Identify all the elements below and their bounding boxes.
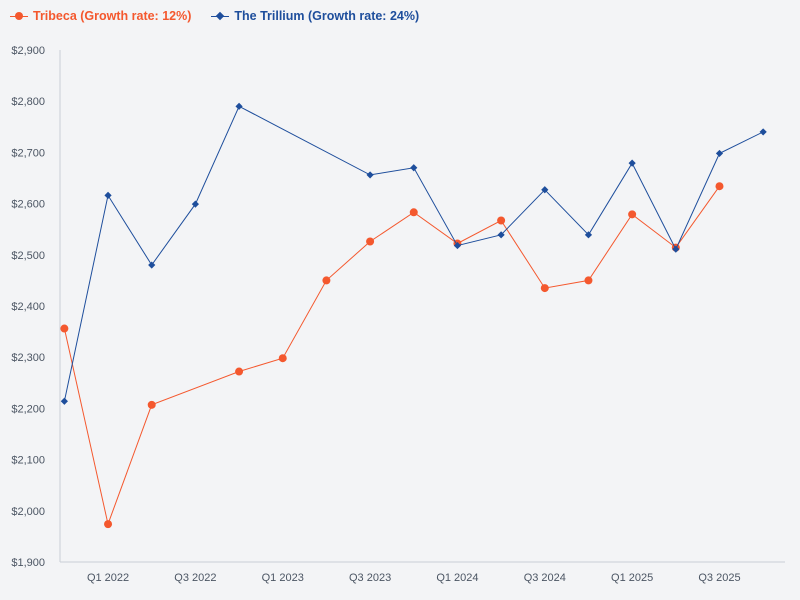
data-point: [715, 182, 724, 191]
legend-marker-circle-icon: [10, 10, 28, 22]
x-tick-label: Q3 2024: [524, 572, 566, 584]
data-point: [410, 164, 418, 172]
data-point: [278, 354, 287, 363]
data-point: [672, 245, 680, 253]
legend-item-tribeca[interactable]: Tribeca (Growth rate: 12%): [10, 9, 191, 23]
x-tick-label: Q1 2022: [87, 572, 129, 584]
y-tick-label: $2,200: [11, 403, 45, 415]
data-point: [235, 367, 244, 376]
data-point: [584, 231, 593, 239]
y-tick-label: $1,900: [11, 557, 45, 569]
data-point: [628, 210, 637, 219]
y-tick-label: $2,700: [11, 147, 45, 159]
data-point: [322, 276, 331, 285]
data-point: [453, 241, 462, 250]
data-point: [235, 102, 243, 110]
x-tick-label: Q1 2024: [436, 572, 478, 584]
y-tick-label: $2,400: [11, 301, 45, 313]
y-tick-label: $2,000: [11, 506, 45, 518]
data-point: [584, 276, 593, 285]
y-tick-label: $2,100: [11, 455, 45, 467]
x-tick-label: Q3 2023: [349, 572, 391, 584]
data-point: [497, 216, 506, 225]
series-line-0: [63, 185, 720, 526]
data-point: [541, 186, 549, 194]
data-point: [715, 149, 724, 158]
x-tick-label: Q3 2022: [174, 572, 216, 584]
data-point: [148, 261, 156, 269]
y-tick-label: $2,800: [11, 96, 45, 108]
y-tick-label: $2,500: [11, 250, 45, 262]
data-point: [628, 159, 636, 167]
data-point: [366, 237, 375, 246]
y-tick-label: $2,900: [11, 45, 45, 57]
data-point: [540, 284, 549, 293]
legend-label-tribeca: Tribeca (Growth rate: 12%): [33, 9, 192, 23]
y-tick-label: $2,300: [11, 352, 45, 364]
x-tick-label: Q1 2025: [611, 572, 653, 584]
data-point: [104, 520, 113, 529]
legend-marker-diamond-icon: [211, 10, 230, 22]
data-point: [759, 128, 767, 136]
y-tick-label: $2,600: [11, 199, 45, 211]
data-point: [147, 400, 156, 409]
data-point: [104, 191, 112, 200]
series-line-1: [63, 105, 764, 402]
data-point: [497, 231, 505, 239]
x-tick-label: Q1 2023: [262, 572, 304, 584]
data-point: [409, 208, 418, 217]
legend-label-trillium: The Trillium (Growth rate: 24%): [234, 9, 420, 23]
legend-item-trillium[interactable]: The Trillium (Growth rate: 24%): [211, 9, 419, 23]
legend: Tribeca (Growth rate: 12%) The Trillium …: [10, 9, 419, 23]
data-point: [191, 200, 199, 208]
data-point: [60, 324, 69, 333]
x-tick-label: Q3 2025: [698, 572, 740, 584]
data-point: [366, 171, 374, 179]
data-point: [60, 397, 68, 405]
